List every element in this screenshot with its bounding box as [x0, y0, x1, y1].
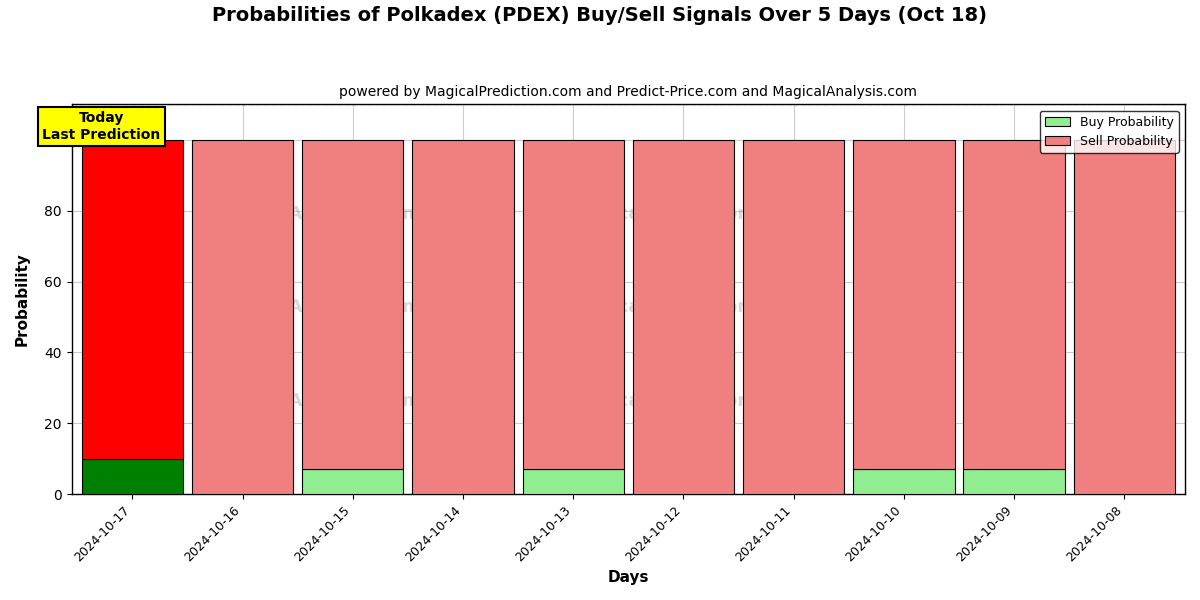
Bar — [964, 469, 1064, 494]
Bar — [413, 140, 514, 494]
Bar — [82, 459, 182, 494]
Bar — [302, 140, 403, 469]
Bar — [853, 140, 955, 469]
X-axis label: Days: Days — [607, 570, 649, 585]
Bar — [522, 469, 624, 494]
Text: MagicalAnalysis.com: MagicalAnalysis.com — [211, 205, 421, 223]
Bar — [632, 140, 734, 494]
Text: Today
Last Prediction: Today Last Prediction — [42, 112, 161, 142]
Bar — [522, 140, 624, 469]
Y-axis label: Probability: Probability — [16, 253, 30, 346]
Title: powered by MagicalPrediction.com and Predict-Price.com and MagicalAnalysis.com: powered by MagicalPrediction.com and Pre… — [340, 85, 917, 99]
Text: MagicalPrediction.com: MagicalPrediction.com — [569, 298, 799, 316]
Bar — [743, 140, 845, 494]
Bar — [1074, 140, 1175, 494]
Text: Probabilities of Polkadex (PDEX) Buy/Sell Signals Over 5 Days (Oct 18): Probabilities of Polkadex (PDEX) Buy/Sel… — [212, 6, 988, 25]
Legend: Buy Probability, Sell Probability: Buy Probability, Sell Probability — [1040, 110, 1178, 153]
Text: MagicalAnalysis.com: MagicalAnalysis.com — [211, 298, 421, 316]
Bar — [302, 469, 403, 494]
Text: MagicalAnalysis.com: MagicalAnalysis.com — [211, 392, 421, 410]
Bar — [964, 140, 1064, 469]
Bar — [853, 469, 955, 494]
Bar — [192, 140, 293, 494]
Text: MagicalPrediction.com: MagicalPrediction.com — [569, 392, 799, 410]
Text: MagicalPrediction.com: MagicalPrediction.com — [569, 205, 799, 223]
Bar — [82, 140, 182, 459]
